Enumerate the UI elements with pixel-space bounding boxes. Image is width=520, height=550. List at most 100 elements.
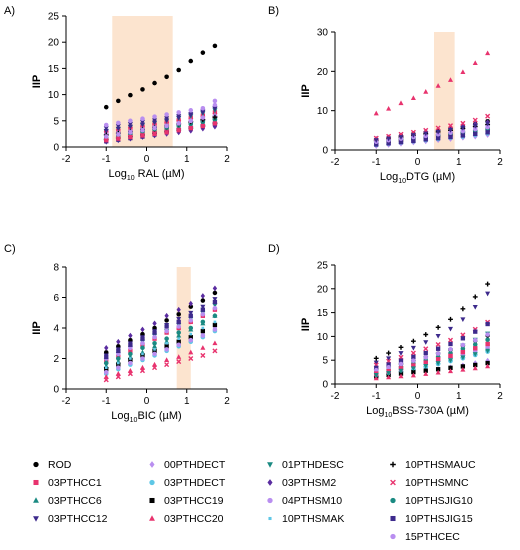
- data-point: [410, 95, 416, 100]
- data-series: [103, 305, 218, 361]
- data-series: [374, 341, 490, 376]
- data-point: [152, 348, 157, 354]
- y-axis-label: IIP: [31, 75, 43, 88]
- data-series: [373, 337, 490, 375]
- data-point: [152, 343, 158, 349]
- data-point: [460, 128, 466, 134]
- data-point: [410, 345, 416, 351]
- data-series: [373, 130, 490, 148]
- data-point: [212, 327, 218, 332]
- data-point: [473, 329, 478, 334]
- data-point: [212, 98, 218, 104]
- data-point: [212, 117, 218, 123]
- legend-label: 03PTHSM2: [282, 477, 336, 489]
- data-point: [373, 110, 379, 116]
- x-tick-label: 2: [224, 154, 230, 165]
- data-point: [212, 290, 218, 296]
- data-point: [411, 354, 416, 360]
- data-point: [176, 342, 181, 348]
- data-point: [435, 369, 441, 375]
- data-series: [374, 130, 490, 147]
- data-point: [485, 360, 490, 366]
- data-point: [200, 293, 206, 299]
- data-point: [410, 372, 416, 378]
- data-point: [103, 122, 109, 128]
- data-point: [152, 120, 158, 126]
- data-point: [139, 122, 145, 128]
- data-point: [176, 359, 182, 365]
- data-series: [104, 325, 218, 374]
- data-point: [200, 115, 206, 120]
- data-point: [140, 127, 145, 133]
- data-point: [127, 124, 133, 130]
- y-tick-label: 2: [53, 354, 59, 365]
- legend-label: 00PTHDECT: [164, 459, 226, 471]
- data-point: [435, 346, 441, 351]
- data-series: [104, 322, 218, 372]
- data-point: [386, 371, 392, 376]
- x-tick-label: -2: [62, 154, 71, 165]
- data-point: [423, 137, 428, 142]
- data-point: [448, 134, 453, 140]
- data-point: [423, 350, 428, 356]
- data-point: [448, 353, 453, 359]
- data-point: [152, 334, 157, 340]
- legend-entry: 15PTHCEC: [390, 531, 460, 543]
- data-point: [423, 363, 429, 369]
- data-point: [188, 58, 194, 64]
- data-point: [200, 304, 206, 310]
- data-point: [447, 337, 454, 343]
- data-point: [485, 341, 490, 347]
- data-point: [115, 126, 121, 132]
- data-series: [103, 348, 218, 383]
- data-point: [386, 136, 392, 142]
- data-series: [373, 281, 491, 361]
- data-point: [164, 324, 169, 329]
- data-point: [472, 124, 478, 129]
- data-point: [128, 348, 133, 354]
- data-point: [212, 43, 218, 49]
- data-series: [374, 349, 489, 377]
- data-point: [188, 349, 194, 355]
- data-point: [485, 281, 491, 287]
- legend-label: 03PTHDECT: [164, 477, 226, 489]
- data-point: [129, 357, 132, 360]
- data-point: [212, 348, 218, 354]
- y-tick-label: 30: [317, 28, 329, 39]
- data-series: [104, 121, 218, 143]
- y-axis-label: IIP: [300, 84, 312, 97]
- data-point: [188, 108, 194, 113]
- y-tick-label: 10: [48, 90, 60, 101]
- data-point: [423, 340, 429, 345]
- data-series: [374, 321, 490, 370]
- data-series: [374, 343, 490, 377]
- legend-label: 03PTHCC19: [164, 495, 224, 507]
- legend-marker: [390, 497, 396, 504]
- data-point: [152, 125, 157, 131]
- data-point: [200, 298, 206, 303]
- data-point: [398, 351, 404, 356]
- data-point: [460, 364, 466, 369]
- data-point: [398, 361, 404, 367]
- data-series: [373, 113, 491, 141]
- y-tick-label: 5: [322, 356, 328, 367]
- data-series: [373, 331, 491, 375]
- x-tick-label: -1: [102, 396, 111, 407]
- data-point: [485, 363, 491, 369]
- data-point: [212, 297, 218, 302]
- data-point: [152, 351, 157, 357]
- data-series: [373, 333, 490, 372]
- data-point: [447, 368, 454, 374]
- legend-label: 15PTHCEC: [405, 531, 460, 543]
- data-series: [104, 320, 217, 369]
- data-point: [164, 362, 170, 368]
- data-point: [176, 306, 181, 313]
- data-point: [435, 83, 441, 88]
- data-point: [398, 100, 404, 106]
- data-point: [115, 370, 121, 376]
- data-point: [373, 375, 379, 381]
- data-point: [212, 106, 218, 112]
- legend-label: 10PTHSMNC: [405, 477, 469, 489]
- data-point: [152, 80, 157, 86]
- data-point: [460, 355, 466, 361]
